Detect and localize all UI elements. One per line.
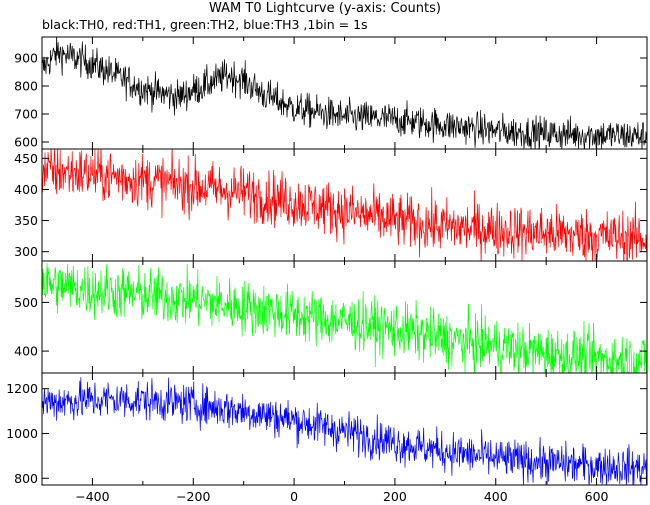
chart-subtitle: black:TH0, red:TH1, green:TH2, blue:TH3 … bbox=[42, 17, 368, 32]
y-tick-label: 600 bbox=[14, 135, 38, 150]
x-tick-label: 400 bbox=[484, 489, 508, 504]
y-tick-label: 800 bbox=[14, 471, 38, 486]
panel-frame bbox=[41, 372, 648, 486]
series-th2 bbox=[42, 263, 647, 373]
y-tick-label: 700 bbox=[14, 107, 38, 122]
x-tick-label: 200 bbox=[383, 489, 407, 504]
y-tick-label: 450 bbox=[14, 151, 38, 166]
y-tick-label: 1200 bbox=[6, 381, 38, 396]
series-th0 bbox=[42, 37, 647, 149]
x-tick-label: 600 bbox=[585, 489, 609, 504]
x-tick-label: 0 bbox=[290, 489, 298, 504]
x-tick-label: −400 bbox=[75, 489, 109, 504]
chart-title: WAM T0 Lightcurve (y-axis: Counts) bbox=[209, 1, 441, 16]
series-th3 bbox=[42, 377, 647, 485]
x-tick-label: −200 bbox=[176, 489, 210, 504]
y-tick-label: 350 bbox=[14, 213, 38, 228]
y-tick-label: 400 bbox=[14, 182, 38, 197]
y-tick-label: 900 bbox=[14, 51, 38, 66]
y-tick-label: 500 bbox=[14, 295, 38, 310]
y-tick-label: 1000 bbox=[6, 426, 38, 441]
y-tick-label: 400 bbox=[14, 344, 38, 359]
y-tick-label: 300 bbox=[14, 244, 38, 259]
y-tick-label: 800 bbox=[14, 79, 38, 94]
series-th1 bbox=[42, 149, 647, 261]
